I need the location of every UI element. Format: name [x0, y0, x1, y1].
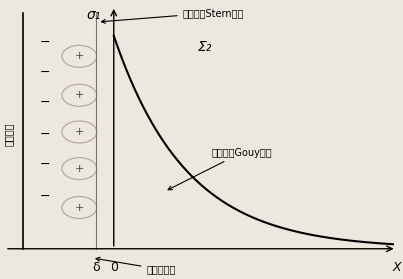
Text: +: +	[75, 163, 84, 174]
Text: +: +	[75, 51, 84, 61]
Text: −: −	[39, 128, 50, 141]
Text: Σ₂: Σ₂	[197, 40, 212, 54]
Text: −: −	[39, 36, 50, 49]
Text: +: +	[75, 127, 84, 137]
Text: 吸附层（Stern层）: 吸附层（Stern层）	[102, 8, 244, 23]
Text: +: +	[75, 90, 84, 100]
Text: +: +	[75, 203, 84, 213]
Text: 吸附层厚度: 吸附层厚度	[96, 257, 176, 274]
Text: −: −	[39, 96, 50, 109]
Text: −: −	[39, 190, 50, 203]
Text: 颥粒表面: 颥粒表面	[4, 122, 14, 146]
Text: −: −	[39, 158, 50, 170]
Text: −: −	[39, 66, 50, 79]
Text: 扩散层（Gouy层）: 扩散层（Gouy层）	[168, 148, 272, 190]
Text: δ: δ	[92, 261, 100, 274]
Text: σ₁: σ₁	[87, 8, 101, 22]
Text: 0: 0	[110, 261, 118, 274]
Text: X: X	[392, 261, 401, 274]
